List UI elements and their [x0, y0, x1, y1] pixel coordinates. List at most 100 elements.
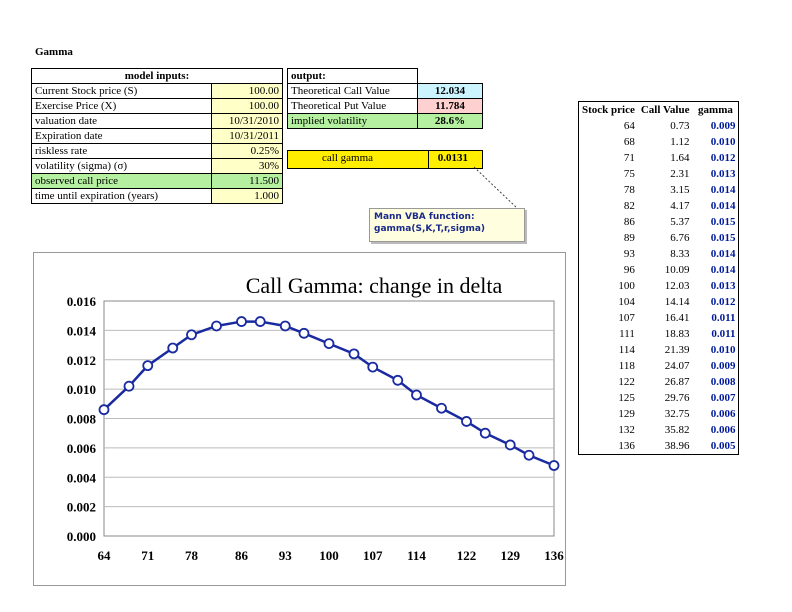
stock-price-cell[interactable]: 82: [577, 198, 638, 214]
stock-price-cell[interactable]: 89: [577, 230, 638, 246]
data-point[interactable]: [98, 404, 110, 416]
call-value-cell[interactable]: 5.37: [670, 216, 690, 228]
gamma-cell[interactable]: 0.015: [692, 214, 740, 230]
output-label[interactable]: Theoretical Put Value: [287, 98, 418, 114]
gamma-cell[interactable]: 0.010: [692, 342, 740, 358]
data-point[interactable]: [298, 327, 310, 339]
stock-price-cell[interactable]: 122: [577, 374, 638, 390]
gamma-cell[interactable]: 0.013: [692, 278, 740, 294]
call-value-cell[interactable]: 29.76: [664, 392, 690, 404]
gamma-cell[interactable]: 0.009: [692, 118, 740, 134]
call-value-cell[interactable]: 6.76: [670, 232, 690, 244]
stock-price-cell[interactable]: 129: [577, 406, 638, 422]
output-label[interactable]: implied volatility: [287, 113, 418, 129]
stock-price-cell[interactable]: 136: [577, 438, 638, 455]
output-value[interactable]: 11.784: [417, 98, 483, 114]
stock-price-cell[interactable]: 132: [577, 422, 638, 438]
data-point[interactable]: [348, 348, 360, 360]
data-point[interactable]: [254, 316, 266, 327]
stock-price-cell[interactable]: 104: [577, 294, 638, 310]
stock-price-cell[interactable]: 71: [577, 150, 638, 166]
call-value-cell[interactable]: 2.31: [670, 168, 690, 180]
input-label[interactable]: Current Stock price (S): [31, 83, 212, 99]
gamma-cell[interactable]: 0.014: [692, 198, 740, 214]
input-value[interactable]: 100.00: [211, 98, 283, 114]
input-value[interactable]: 10/31/2011: [211, 128, 283, 144]
call-value-cell[interactable]: 1.64: [670, 152, 690, 164]
gamma-cell[interactable]: 0.012: [692, 150, 740, 166]
gamma-cell[interactable]: 0.013: [692, 166, 740, 182]
output-label[interactable]: Theoretical Call Value: [287, 83, 418, 99]
data-point[interactable]: [479, 427, 491, 439]
gamma-cell[interactable]: 0.014: [692, 246, 740, 262]
stock-price-cell[interactable]: 86: [577, 214, 638, 230]
input-label[interactable]: Exercise Price (X): [31, 98, 212, 114]
input-value[interactable]: 30%: [211, 158, 283, 174]
gamma-chart[interactable]: Call Gamma: change in delta 0.000 0.002 0.…: [33, 252, 566, 586]
stock-price-cell[interactable]: 111: [577, 326, 638, 342]
stock-price-cell[interactable]: 100: [577, 278, 638, 294]
gamma-cell[interactable]: 0.014: [692, 262, 740, 278]
stock-price-cell[interactable]: 114: [577, 342, 638, 358]
input-value[interactable]: 1.000: [211, 188, 283, 204]
data-point[interactable]: [367, 361, 379, 373]
input-value[interactable]: 10/31/2010: [211, 113, 283, 129]
input-label[interactable]: time until expiration (years): [31, 188, 212, 204]
gamma-cell[interactable]: 0.011: [692, 326, 740, 342]
data-point[interactable]: [211, 320, 222, 332]
data-point[interactable]: [411, 389, 422, 401]
data-point[interactable]: [436, 402, 447, 414]
call-value-cell[interactable]: 10.09: [664, 264, 690, 276]
stock-price-cell[interactable]: 93: [577, 246, 638, 262]
stock-price-cell[interactable]: 75: [577, 166, 638, 182]
call-value-cell[interactable]: 0.73: [670, 120, 690, 132]
stock-price-cell[interactable]: 96: [577, 262, 638, 278]
gamma-cell[interactable]: 0.014: [692, 182, 740, 198]
call-value-cell[interactable]: 21.39: [664, 344, 690, 356]
call-value-cell[interactable]: 8.33: [670, 248, 690, 260]
stock-price-cell[interactable]: 64: [577, 118, 638, 134]
input-label[interactable]: volatility (sigma) (σ): [31, 158, 212, 174]
data-point[interactable]: [236, 316, 247, 327]
gamma-cell[interactable]: 0.009: [692, 358, 740, 374]
call-value-cell[interactable]: 35.82: [664, 424, 690, 436]
gamma-cell[interactable]: 0.005: [692, 438, 740, 455]
data-point[interactable]: [167, 342, 179, 354]
gamma-cell[interactable]: 0.008: [692, 374, 740, 390]
call-gamma-cell[interactable]: call gamma 0.0131: [287, 150, 483, 169]
gamma-cell[interactable]: 0.007: [692, 390, 740, 406]
data-point[interactable]: [142, 360, 154, 372]
stock-price-cell[interactable]: 107: [577, 310, 638, 326]
gamma-cell[interactable]: 0.010: [692, 134, 740, 150]
vba-function-comment[interactable]: Mann VBA function: gamma(S,K,T,r,sigma): [369, 208, 525, 242]
data-point[interactable]: [504, 439, 516, 451]
data-point[interactable]: [279, 320, 291, 332]
gamma-cell[interactable]: 0.011: [692, 310, 740, 326]
data-point[interactable]: [323, 338, 335, 349]
call-value-cell[interactable]: 3.15: [670, 184, 690, 196]
call-value-cell[interactable]: 14.14: [664, 296, 690, 308]
input-label[interactable]: Expiration date: [31, 128, 212, 144]
call-value-cell[interactable]: 12.03: [664, 280, 690, 292]
stock-price-cell[interactable]: 78: [577, 182, 638, 198]
gamma-cell[interactable]: 0.012: [692, 294, 740, 310]
input-value[interactable]: 11.500: [211, 173, 283, 189]
call-value-cell[interactable]: 32.75: [664, 408, 690, 420]
stock-price-cell[interactable]: 118: [577, 358, 638, 374]
data-point[interactable]: [523, 449, 535, 461]
input-value[interactable]: 100.00: [211, 83, 283, 99]
data-point[interactable]: [461, 416, 472, 427]
call-value-cell[interactable]: 18.83: [664, 328, 690, 340]
input-label[interactable]: riskless rate: [31, 143, 212, 159]
call-value-cell[interactable]: 26.87: [664, 376, 690, 388]
stock-price-cell[interactable]: 125: [577, 390, 638, 406]
gamma-cell[interactable]: 0.015: [692, 230, 740, 246]
input-label[interactable]: valuation date: [31, 113, 212, 129]
input-label[interactable]: observed call price: [31, 173, 212, 189]
call-value-cell[interactable]: 38.96: [637, 438, 693, 455]
call-value-cell[interactable]: 16.41: [664, 312, 690, 324]
gamma-cell[interactable]: 0.006: [692, 406, 740, 422]
call-value-cell[interactable]: 24.07: [664, 360, 690, 372]
call-value-cell[interactable]: 1.12: [670, 136, 690, 148]
data-point[interactable]: [392, 374, 404, 386]
